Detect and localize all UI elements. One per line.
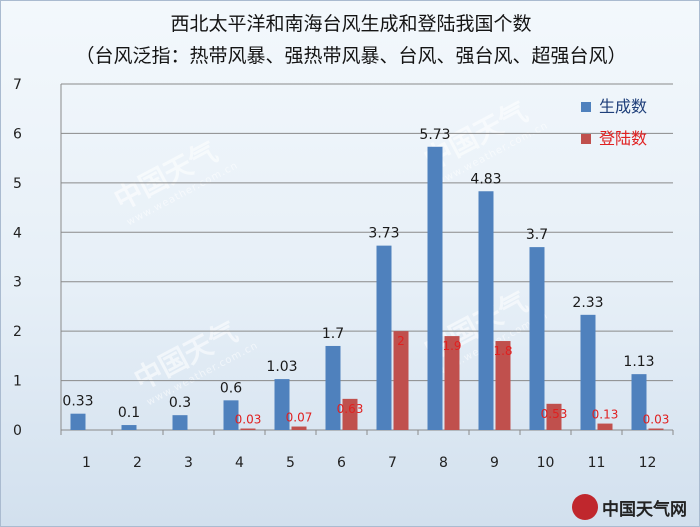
data-label-series1: 1.03 [266, 359, 297, 375]
data-label-series1: 0.1 [118, 405, 140, 421]
data-label-series1: 0.3 [169, 395, 191, 411]
y-tick-label: 4 [13, 225, 22, 241]
y-tick-label: 5 [13, 176, 22, 192]
bar-series2 [240, 428, 256, 430]
logo-icon [572, 494, 598, 520]
x-tick-label: 1 [82, 455, 91, 471]
bar-series2 [597, 423, 613, 430]
bar-series2 [495, 341, 511, 430]
bar-series2 [291, 426, 307, 430]
bar-series1 [70, 413, 86, 430]
site-logo: 中国天气网 [572, 494, 687, 520]
data-label-series2: 0.53 [541, 407, 568, 421]
legend-swatch [581, 102, 591, 112]
y-tick-label: 0 [13, 423, 22, 439]
bar-series1 [325, 345, 341, 430]
x-tick-label: 6 [337, 455, 346, 471]
bar-series1 [223, 400, 239, 430]
y-tick-label: 7 [13, 77, 22, 93]
data-label-series1: 3.7 [526, 227, 548, 243]
data-label-series1: 4.83 [470, 171, 501, 187]
data-label-series2: 1.9 [442, 339, 461, 353]
bar-series1 [529, 247, 545, 430]
data-label-series1: 5.73 [419, 127, 450, 143]
x-tick-label: 11 [588, 455, 606, 471]
x-tick-label: 5 [286, 455, 295, 471]
x-tick-label: 8 [439, 455, 448, 471]
x-tick-label: 4 [235, 455, 244, 471]
data-label-series2: 0.03 [643, 413, 670, 427]
chart-subtitle: （台风泛指：热带风暴、强热带风暴、台风、强台风、超强台风） [75, 45, 627, 67]
x-tick-label: 7 [388, 455, 397, 471]
bar-series1 [580, 314, 596, 430]
x-tick-label: 12 [639, 455, 657, 471]
bar-series1 [427, 146, 443, 430]
bar-series2 [546, 403, 562, 430]
y-tick-label: 3 [13, 275, 22, 291]
data-label-series2: 0.03 [235, 413, 262, 427]
bar-series2 [342, 398, 358, 430]
data-label-series1: 1.13 [623, 354, 654, 370]
legend-label: 生成数 [599, 97, 647, 116]
bar-series2 [648, 428, 664, 430]
bar-series2 [393, 331, 409, 430]
bar-series1 [478, 191, 494, 430]
legend-label: 登陆数 [599, 129, 647, 148]
data-label-series2: 2 [397, 334, 405, 348]
x-tick-label: 10 [537, 455, 555, 471]
x-tick-label: 9 [490, 455, 499, 471]
bar-series1 [121, 425, 137, 430]
y-tick-label: 6 [13, 126, 22, 142]
data-label-series2: 0.63 [337, 402, 364, 416]
bar-series2 [444, 336, 460, 430]
data-label-series1: 1.7 [322, 326, 344, 342]
x-tick-label: 2 [133, 455, 142, 471]
data-label-series1: 2.33 [572, 295, 603, 311]
y-tick-label: 1 [13, 374, 22, 390]
bar-series1 [376, 245, 392, 430]
data-label-series2: 0.13 [592, 408, 619, 422]
data-label-series2: 1.8 [493, 344, 512, 358]
bar-series1 [631, 374, 647, 430]
data-label-series1: 0.6 [220, 380, 242, 396]
data-label-series2: 0.07 [286, 411, 313, 425]
logo-text: 中国天气网 [602, 499, 687, 520]
data-label-series1: 0.33 [62, 394, 93, 410]
legend-swatch [581, 134, 591, 144]
bar-series1 [274, 379, 290, 430]
y-tick-label: 2 [13, 324, 22, 340]
chart-title: 西北太平洋和南海台风生成和登陆我国个数 [170, 13, 532, 35]
bar-series1 [172, 415, 188, 430]
x-tick-label: 3 [184, 455, 193, 471]
data-label-series1: 3.73 [368, 226, 399, 242]
